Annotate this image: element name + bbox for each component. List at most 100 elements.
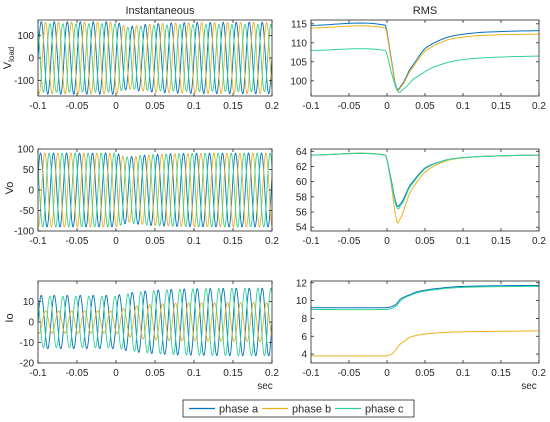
series-line-phase-b — [38, 152, 272, 228]
panel-vload-instantaneous: Instantaneous Vload -0.1 -0.05 0 0.05 0.1 0.1… — [2, 5, 279, 112]
series-line-phase-c — [38, 152, 272, 228]
y-tick-label: 64 — [296, 147, 308, 158]
y-tick-label: 56 — [296, 208, 308, 219]
x-tick-label: 0 — [384, 236, 390, 247]
y-axis-label: Vload — [2, 47, 16, 69]
y-tick-label: 100 — [17, 145, 34, 156]
y-tick-label: 60 — [296, 177, 308, 188]
x-tick-label: 0.2 — [532, 236, 546, 247]
x-tick-label: 0.2 — [265, 368, 279, 379]
plot-area — [311, 281, 539, 363]
y-tick-label: -10 — [20, 338, 35, 349]
series-line-phase-c — [38, 287, 272, 357]
x-tick-label: 0.15 — [223, 101, 243, 112]
x-tick-label: 0.15 — [491, 101, 511, 112]
x-tick-label: 0.05 — [415, 101, 435, 112]
y-axis-label: Vo — [4, 182, 16, 195]
x-tick-label: -0.1 — [302, 368, 320, 379]
y-tick-label: 110 — [291, 38, 307, 49]
legend-label-phase-a: phase a — [219, 404, 259, 416]
x-tick-label: 0.2 — [532, 368, 546, 379]
x-tick-label: 0.1 — [456, 101, 470, 112]
series-line-phase-a — [311, 284, 539, 309]
x-tick-label: -0.1 — [29, 236, 47, 247]
x-tick-label: 0.05 — [145, 368, 165, 379]
y-tick-label: 58 — [296, 192, 308, 203]
y-tick-label: 115 — [291, 19, 307, 30]
y-tick-label: 0 — [28, 54, 34, 65]
panel-title: RMS — [413, 5, 437, 17]
series-line-phase-a — [38, 287, 272, 357]
y-tick-label: 10 — [296, 296, 308, 307]
panel-vo-rms: -0.1 -0.05 0 0.05 0.1 0.15 0.2 64 62 60 58 56 54 — [296, 147, 547, 247]
y-axis-label: Io — [4, 313, 16, 322]
panel-io-rms: sec -0.1 -0.05 0 0.05 0.1 0.15 0.2 12 10 8 6 4 — [296, 278, 547, 392]
x-axis-label: sec — [257, 381, 273, 392]
x-axis-label: sec — [521, 381, 537, 392]
panel-io-instantaneous: Io sec -0.1 -0.05 0 0.05 0.1 0.15 0.2 10 0 -10 -20 — [4, 280, 279, 392]
series-layer — [38, 287, 272, 357]
x-tick-label: 0 — [113, 101, 119, 112]
y-tick-label: 8 — [301, 314, 307, 325]
series-layer — [38, 21, 272, 95]
x-tick-label: 0.1 — [456, 368, 470, 379]
x-tick-label: 0.2 — [265, 101, 279, 112]
series-line-phase-b — [311, 25, 539, 91]
x-tick-label: 0.2 — [532, 101, 546, 112]
y-tick-label: 4 — [301, 350, 307, 361]
series-line-phase-b — [38, 21, 272, 95]
plot-area — [311, 149, 539, 231]
x-tick-label: 0 — [113, 368, 119, 379]
x-tick-label: 0 — [384, 101, 390, 112]
y-tick-label: -100 — [14, 227, 34, 238]
series-layer — [38, 152, 272, 228]
legend-box — [182, 399, 415, 418]
x-tick-label: -0.05 — [66, 101, 89, 112]
panel-vload-rms: RMS -0.1 -0.05 0 0.05 0.1 0.15 0.2 115 110 105 100 — [290, 5, 546, 112]
y-tick-label: 10 — [23, 297, 35, 308]
x-tick-label: 0.05 — [415, 368, 435, 379]
series-layer — [311, 152, 539, 224]
y-tick-label: 50 — [23, 165, 35, 176]
y-tick-label: 105 — [290, 57, 307, 68]
y-tick-label: 6 — [301, 332, 307, 343]
legend: phase a phase b phase c — [182, 399, 415, 418]
x-tick-label: -0.1 — [29, 101, 47, 112]
x-tick-label: -0.1 — [29, 368, 47, 379]
x-tick-label: 0 — [113, 236, 119, 247]
x-tick-label: -0.05 — [338, 368, 361, 379]
y-tick-label: 0 — [28, 318, 34, 329]
x-tick-label: 0.05 — [415, 236, 435, 247]
y-tick-label: 100 — [290, 76, 307, 87]
series-line-phase-a — [38, 21, 272, 95]
series-line-phase-c — [311, 152, 539, 210]
y-tick-label: 100 — [17, 31, 34, 42]
y-tick-label: -50 — [20, 206, 35, 217]
series-line-phase-c — [311, 48, 539, 93]
series-layer — [311, 22, 539, 93]
x-tick-label: 0 — [384, 368, 390, 379]
series-layer — [311, 284, 539, 357]
x-tick-label: 0.1 — [187, 368, 201, 379]
legend-label-phase-b: phase b — [292, 404, 331, 416]
x-tick-label: 0.1 — [187, 236, 201, 247]
series-line-phase-b — [38, 302, 272, 342]
y-tick-label: 54 — [296, 223, 308, 234]
x-tick-label: -0.05 — [66, 236, 89, 247]
y-tick-label: -100 — [14, 76, 34, 87]
x-tick-label: 0.15 — [223, 368, 243, 379]
x-tick-label: -0.05 — [66, 368, 89, 379]
panel-vo-instantaneous: Vo -0.1 -0.05 0 0.05 0.1 0.15 0.2 100 50 0 -50 -100 — [4, 145, 279, 248]
panel-title: Instantaneous — [125, 5, 195, 17]
x-tick-label: -0.05 — [338, 101, 361, 112]
plot-area — [311, 20, 539, 96]
series-line-phase-a — [38, 152, 272, 228]
x-tick-label: 0.05 — [145, 236, 165, 247]
x-tick-label: 0.15 — [491, 368, 511, 379]
y-tick-label: -20 — [20, 359, 35, 370]
series-line-phase-c — [311, 285, 539, 311]
x-tick-label: 0.1 — [456, 236, 470, 247]
y-tick-label: 12 — [296, 278, 308, 289]
y-tick-label: 62 — [296, 162, 308, 173]
